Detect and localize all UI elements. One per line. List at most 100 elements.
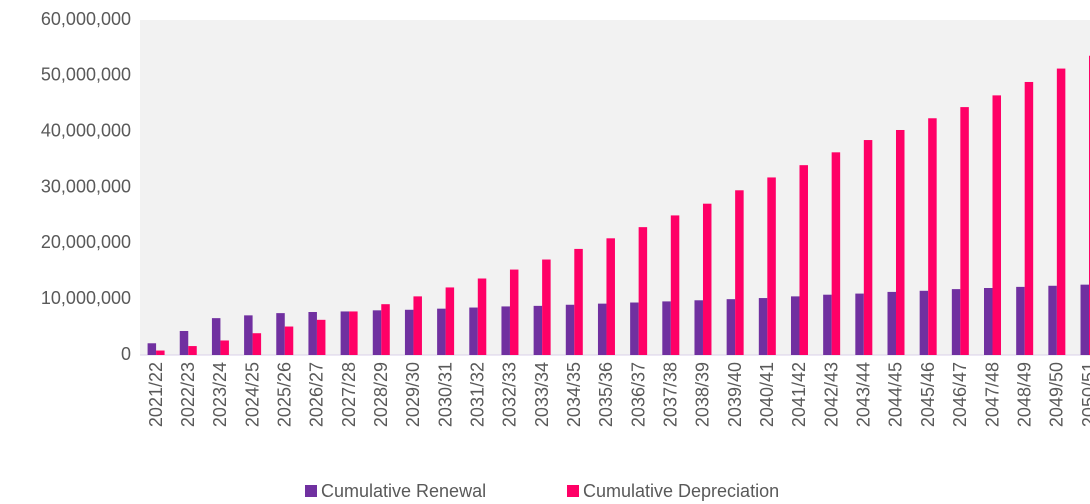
- bar: [220, 340, 229, 355]
- bar: [1080, 284, 1090, 355]
- bar: [662, 301, 671, 355]
- bar: [284, 326, 294, 355]
- y-tick-label: 0: [121, 344, 131, 364]
- x-tick-label: 2032/33: [500, 362, 520, 427]
- x-tick-label: 2048/49: [1014, 362, 1034, 427]
- legend-swatch: [567, 485, 579, 497]
- bar: [565, 304, 575, 355]
- bar: [252, 333, 262, 355]
- bar: [1056, 68, 1066, 355]
- x-tick-label: 2047/48: [982, 362, 1002, 427]
- bar: [340, 311, 350, 355]
- x-tick-label: 2045/46: [918, 362, 938, 427]
- bar: [702, 203, 712, 355]
- x-tick-label: 2024/25: [242, 362, 262, 427]
- bar: [509, 269, 519, 355]
- bar: [147, 343, 157, 355]
- bar: [638, 227, 648, 355]
- x-tick-label: 2049/50: [1047, 362, 1067, 427]
- x-tick-label: 2041/42: [789, 362, 809, 427]
- bar: [992, 95, 1002, 355]
- x-tick-label: 2034/35: [564, 362, 584, 427]
- bar: [799, 165, 808, 355]
- y-tick-label: 60,000,000: [41, 9, 131, 29]
- x-tick-label: 2025/26: [275, 362, 295, 427]
- bar: [895, 129, 905, 355]
- bar: [1016, 286, 1025, 355]
- bar: [188, 346, 197, 355]
- y-tick-label: 20,000,000: [41, 232, 131, 252]
- bar: [413, 296, 422, 355]
- bar: [574, 248, 583, 355]
- x-tick-label: 2035/36: [596, 362, 616, 427]
- y-tick-label: 10,000,000: [41, 288, 131, 308]
- x-tick-label: 2044/45: [886, 362, 906, 427]
- bar: [790, 296, 800, 355]
- x-tick-label: 2046/47: [950, 362, 970, 427]
- x-tick-label: 2021/22: [146, 362, 166, 427]
- bar: [1024, 81, 1034, 355]
- bar: [831, 152, 841, 355]
- bar: [767, 177, 776, 355]
- bar: [349, 311, 358, 355]
- x-tick-label: 2039/40: [725, 362, 745, 427]
- x-tick-label: 2028/29: [371, 362, 391, 427]
- bar: [630, 302, 639, 355]
- x-tick-label: 2026/27: [307, 362, 327, 427]
- bar: [542, 259, 551, 355]
- bar: [670, 215, 680, 355]
- bar: [694, 300, 703, 355]
- bar: [887, 291, 896, 355]
- bar: [316, 319, 326, 355]
- x-tick-label: 2027/28: [339, 362, 359, 427]
- x-tick-label: 2023/24: [210, 362, 230, 427]
- bar: [855, 293, 864, 355]
- bar: [1048, 285, 1057, 355]
- bar: [437, 308, 446, 355]
- bar: [960, 107, 969, 355]
- bar: [823, 294, 832, 355]
- y-tick-label: 30,000,000: [41, 176, 131, 196]
- bar: [501, 306, 510, 355]
- bar: [276, 313, 285, 355]
- x-tick-label: 2043/44: [854, 362, 874, 427]
- x-tick-label: 2030/31: [435, 362, 455, 427]
- legend-swatch: [305, 485, 317, 497]
- bar: [928, 118, 937, 356]
- bar: [381, 304, 390, 355]
- bar: [179, 330, 189, 355]
- bar: [244, 315, 253, 355]
- x-tick-label: 2042/43: [821, 362, 841, 427]
- y-tick-label: 50,000,000: [41, 65, 131, 85]
- x-tick-label: 2029/30: [403, 362, 423, 427]
- bar: [533, 305, 543, 355]
- bar: [951, 289, 961, 355]
- bar: [597, 303, 607, 355]
- x-tick-label: 2038/39: [693, 362, 713, 427]
- bar: [469, 307, 478, 355]
- legend-label: Cumulative Renewal: [321, 481, 486, 501]
- bar: [445, 287, 455, 355]
- x-tick-label: 2031/32: [468, 362, 488, 427]
- x-tick-label: 2022/23: [178, 362, 198, 427]
- bar: [156, 350, 165, 355]
- bar: [606, 238, 615, 355]
- bar: [404, 309, 414, 355]
- bar: [863, 140, 873, 355]
- bar: [211, 318, 221, 355]
- bar: [984, 288, 993, 355]
- bar: [758, 298, 768, 355]
- x-tick-label: 2040/41: [757, 362, 777, 427]
- bar: [308, 312, 317, 355]
- x-tick-label: 2033/34: [532, 362, 552, 427]
- legend-label: Cumulative Depreciation: [583, 481, 779, 501]
- x-tick-label: 2036/37: [628, 362, 648, 427]
- plot-area: [140, 20, 1090, 355]
- bar: [726, 299, 736, 355]
- bar: [477, 278, 487, 355]
- bar: [372, 310, 382, 355]
- bar: [735, 190, 744, 355]
- x-tick-label: 2050/51: [1079, 362, 1090, 427]
- bar: [919, 290, 929, 355]
